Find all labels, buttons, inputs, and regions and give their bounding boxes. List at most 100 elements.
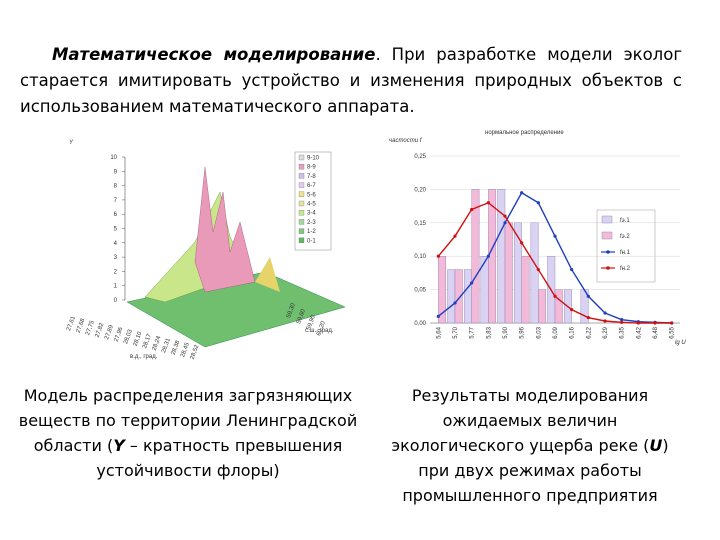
point bbox=[570, 308, 574, 312]
z-tick-label: 60,20 bbox=[316, 320, 327, 337]
caption-right: Результаты моделирования ожидаемых велич… bbox=[382, 383, 678, 508]
bar bbox=[504, 222, 513, 324]
point bbox=[486, 201, 490, 205]
paragraph-text: . При разработке модели эколог старается… bbox=[20, 45, 682, 116]
legend-swatch bbox=[606, 250, 610, 254]
x-title: в.д., град. bbox=[130, 354, 158, 360]
point bbox=[453, 301, 457, 305]
legend-swatch bbox=[606, 266, 610, 270]
y-tick-label: 0 bbox=[114, 298, 118, 304]
paragraph: Математическое моделирование. При разраб… bbox=[20, 42, 682, 120]
bar bbox=[463, 269, 472, 324]
y-tick-label: 4 bbox=[114, 241, 118, 247]
legend-swatch bbox=[298, 228, 305, 234]
point bbox=[586, 316, 590, 320]
bar bbox=[471, 189, 480, 324]
point bbox=[436, 314, 440, 318]
legend-label: fн.2 bbox=[620, 266, 631, 272]
x-tick-label: 28,10 bbox=[133, 330, 144, 347]
x-tick-label: 5,90 bbox=[503, 326, 509, 338]
y-tick-label: 2 bbox=[114, 269, 118, 275]
y-tick-label: 9 bbox=[114, 169, 118, 175]
x-tick-label: 27,96 bbox=[114, 326, 125, 343]
point bbox=[553, 294, 557, 298]
z-tick-label: 59,90 bbox=[306, 314, 317, 331]
legend-label: 3-4 bbox=[307, 211, 316, 217]
legend-label: 5-6 bbox=[307, 192, 316, 198]
legend-swatch bbox=[298, 219, 305, 225]
point bbox=[670, 321, 674, 325]
point bbox=[620, 320, 624, 324]
point bbox=[453, 234, 457, 238]
x-tick-label: 28,38 bbox=[171, 339, 182, 356]
x-tick-label: 28,03 bbox=[123, 328, 134, 345]
x-tick-label: 6,42 bbox=[636, 326, 642, 338]
x-tick-label: 27,75 bbox=[85, 319, 96, 336]
y-tick-label: 7 bbox=[114, 198, 118, 204]
legend-swatch bbox=[601, 215, 613, 224]
legend-swatch bbox=[298, 237, 305, 243]
z-tick-label: 59,30 bbox=[286, 302, 297, 319]
lead: Математическое моделирование bbox=[52, 45, 376, 64]
x-tick-label: 28,45 bbox=[180, 341, 191, 358]
bar bbox=[497, 189, 506, 324]
x-tick-label: 5,64 bbox=[436, 326, 442, 338]
x-tick-label: 6,09 bbox=[553, 326, 559, 338]
legend-label: 7-8 bbox=[307, 174, 316, 180]
legend-swatch bbox=[298, 173, 305, 179]
x-tick-label: 28,52 bbox=[190, 344, 201, 361]
chart-subtitle: нормальное распределение bbox=[485, 130, 564, 136]
legend-label: 0-1 bbox=[307, 238, 316, 244]
bar bbox=[554, 289, 563, 324]
point bbox=[436, 254, 440, 258]
point bbox=[620, 318, 624, 322]
chart-title: частости f bbox=[389, 138, 423, 144]
x-title: lg U bbox=[675, 340, 686, 346]
x-tick-label: 27,82 bbox=[95, 322, 106, 339]
x-tick-label: 5,77 bbox=[470, 326, 476, 338]
point bbox=[520, 241, 524, 245]
caption-text: ) при двух режимах работы промышленного … bbox=[402, 436, 669, 505]
legend-label: 4-5 bbox=[307, 202, 316, 208]
x-tick-label: 27,68 bbox=[76, 317, 87, 334]
x-tick-label: 6,55 bbox=[670, 326, 676, 338]
y-tick-label: 5 bbox=[114, 227, 118, 233]
y-tick-label: 0,15 bbox=[414, 221, 426, 227]
legend-label: fн.1 bbox=[620, 250, 631, 256]
figure-left: Y 0 1 2 3 4 5 6 7 8 9 10 9-10 8-9 7-8 6-7 5-6 4-5 3-4 2-3 1-… bbox=[66, 140, 346, 361]
x-tick-label: 6,22 bbox=[586, 326, 592, 338]
legend-label: 8-9 bbox=[307, 165, 316, 171]
point bbox=[486, 254, 490, 258]
x-tick-label: 5,83 bbox=[486, 326, 492, 338]
point bbox=[536, 267, 540, 272]
y-tick-label: 0,05 bbox=[414, 288, 426, 294]
x-tick-label: 5,96 bbox=[520, 326, 526, 338]
legend-swatch bbox=[298, 200, 305, 207]
point bbox=[570, 267, 574, 272]
point bbox=[520, 191, 524, 195]
point bbox=[503, 221, 507, 225]
point bbox=[603, 311, 607, 315]
y-tick-label: 6 bbox=[114, 212, 118, 218]
bar bbox=[454, 269, 463, 324]
bar bbox=[447, 269, 456, 324]
point bbox=[586, 294, 590, 298]
x-tick-label: 6,03 bbox=[536, 326, 542, 338]
surface-peaks bbox=[194, 166, 256, 293]
y-tick-label: 3 bbox=[114, 255, 118, 261]
x-tick-label: 27,61 bbox=[66, 315, 77, 332]
caption-text: Модель распределения загрязняющих вещест… bbox=[18, 386, 358, 455]
y-tick-label: 0,25 bbox=[414, 154, 426, 160]
legend-swatch bbox=[298, 164, 305, 170]
point bbox=[653, 321, 657, 325]
surface-peak-small bbox=[255, 257, 280, 292]
legend-swatch bbox=[298, 191, 305, 197]
y-tick-label: 0,10 bbox=[414, 254, 426, 260]
legend-swatch bbox=[601, 231, 613, 240]
x-tick-label: 5,70 bbox=[453, 326, 459, 338]
caption-symbol: U bbox=[649, 436, 663, 455]
legend-swatch bbox=[298, 154, 305, 161]
y-tick-label: 0,00 bbox=[414, 321, 426, 327]
caption-text: Результаты моделирования ожидаемых велич… bbox=[391, 386, 650, 455]
legend-label: fэ.2 bbox=[620, 234, 630, 240]
